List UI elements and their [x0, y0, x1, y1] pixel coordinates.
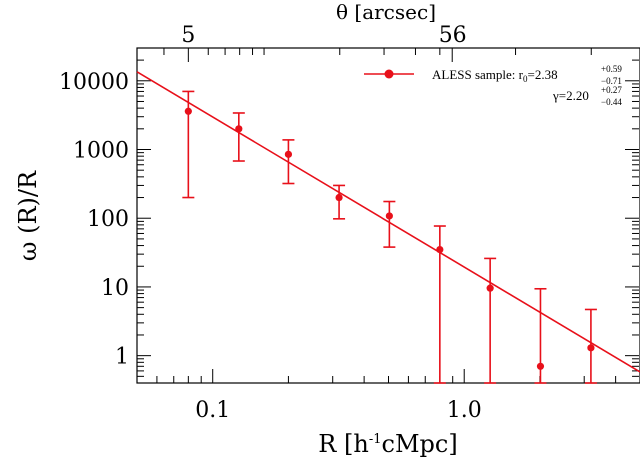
- data-point: [436, 245, 444, 254]
- data-point: [335, 193, 343, 202]
- fit-line: [136, 71, 640, 373]
- legend-r-err-high: +0.59: [601, 64, 622, 74]
- legend-r-err-low: −0.71: [601, 76, 622, 86]
- legend-gamma-err-high: +0.27: [601, 85, 622, 95]
- error-bars-group: [182, 90, 597, 384]
- y-tick-label: 10: [101, 276, 129, 301]
- fit-line-group: [136, 71, 640, 373]
- top-tick-label: 56: [439, 23, 467, 48]
- data-point: [284, 150, 293, 158]
- legend-marker-swatch: [384, 69, 394, 79]
- x-tick-label: 1.0: [447, 398, 482, 423]
- y-tick-label: 1000: [73, 139, 129, 164]
- y-axis-title: ω (R)/R: [14, 170, 42, 261]
- legend: ALESS sample: r0=2.38 +0.59 −0.71 γ=2.20…: [364, 64, 622, 107]
- legend-gamma-err-low: −0.44: [601, 97, 622, 107]
- top-tick-label: 5: [181, 23, 195, 48]
- y-tick-label: 1: [115, 345, 129, 370]
- y-tick-label: 10000: [59, 70, 129, 95]
- x-axis-title: R [h-1cMpc]: [318, 430, 457, 458]
- top-axis-title: θ [arcsec]: [336, 0, 436, 24]
- x-tick-label: 0.1: [195, 398, 230, 423]
- y-tick-label: 100: [87, 207, 129, 232]
- data-point: [536, 362, 545, 370]
- data-points-group: [184, 107, 595, 370]
- legend-label: ALESS sample: r0=2.38: [432, 67, 558, 84]
- data-point: [385, 212, 393, 220]
- data-point: [235, 125, 243, 133]
- legend-gamma-label: γ=2.20: [552, 88, 589, 103]
- data-point: [184, 107, 192, 115]
- axis-tick-labels: 0.1 1.0 1 10 100 1000 10000 5 56: [59, 23, 482, 423]
- data-point: [486, 284, 494, 292]
- data-point: [587, 344, 595, 352]
- axis-ticks: [136, 47, 640, 384]
